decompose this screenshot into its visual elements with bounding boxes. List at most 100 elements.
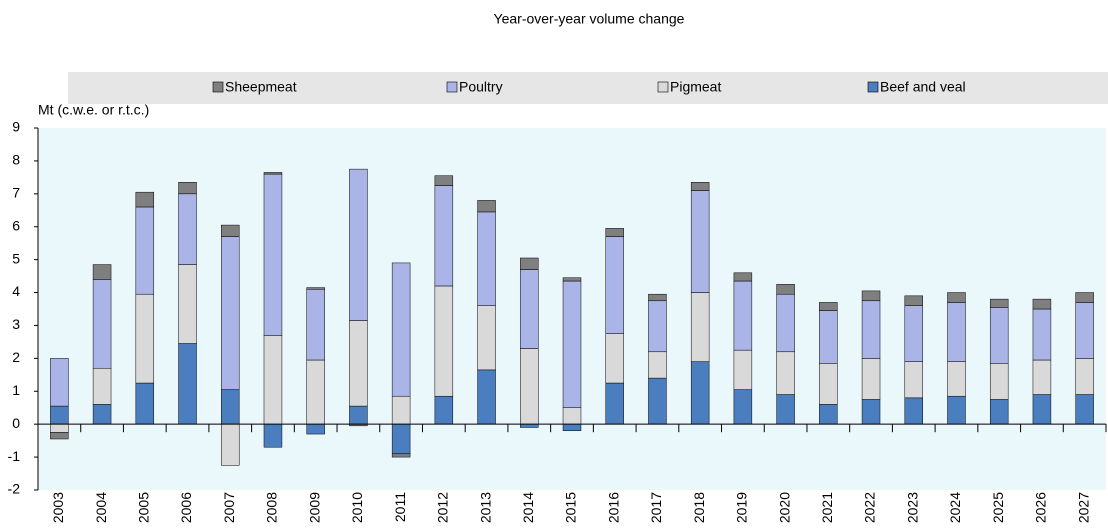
bar-segment — [349, 405, 368, 425]
legend-label: Poultry — [459, 79, 503, 95]
bar-segment — [477, 305, 496, 371]
x-tick-label: 2011 — [392, 492, 408, 522]
bar-segment — [1032, 359, 1052, 395]
bar-segment — [1075, 394, 1094, 425]
bar-segment — [947, 361, 966, 397]
x-tick-label: 2027 — [1075, 492, 1091, 523]
bar-segment — [648, 300, 667, 353]
bar-segment — [520, 348, 539, 425]
x-tick-label: 2021 — [819, 492, 835, 523]
bar-segment — [434, 395, 454, 425]
legend-swatch — [657, 81, 669, 93]
legend-swatch — [212, 81, 224, 93]
y-tick-label: -1 — [8, 448, 21, 464]
bar-segment — [434, 185, 454, 287]
bar-segment — [733, 272, 753, 282]
bar-segment — [263, 335, 283, 425]
bar-segment — [477, 211, 496, 306]
bar-segment — [947, 302, 966, 362]
legend-swatch — [867, 81, 879, 93]
bar-segment — [648, 351, 667, 379]
bar-segment — [391, 395, 411, 425]
bar-segment — [819, 310, 838, 364]
bar-segment — [690, 182, 710, 191]
x-tick-label: 2004 — [93, 492, 109, 523]
bar-segment — [733, 280, 753, 351]
bar-segment — [776, 394, 795, 425]
x-tick-label: 2025 — [990, 492, 1006, 523]
bar-segment — [648, 377, 667, 425]
bar-segment — [178, 182, 197, 195]
y-tick-label: 4 — [12, 283, 20, 299]
bar-segment — [690, 292, 710, 362]
bar-segment — [904, 295, 923, 306]
bar-segment — [776, 293, 795, 353]
x-tick-label: 2005 — [136, 492, 152, 523]
bar-segment — [520, 269, 539, 349]
y-tick-label: 1 — [12, 382, 20, 398]
bar-segment — [263, 173, 283, 336]
bar-segment — [50, 432, 69, 440]
bar-segment — [861, 300, 881, 359]
bar-segment — [904, 305, 923, 362]
bar-segment — [50, 405, 69, 425]
x-tick-label: 2003 — [50, 492, 66, 523]
legend-label: Sheepmeat — [225, 79, 297, 95]
bar-segment — [178, 264, 197, 344]
bar-segment — [135, 382, 155, 425]
x-tick-label: 2022 — [862, 492, 878, 523]
x-tick-label: 2006 — [178, 492, 194, 523]
x-tick-label: 2014 — [520, 492, 536, 523]
bar-segment — [733, 349, 753, 390]
bar-segment — [648, 293, 667, 302]
y-tick-label: 5 — [12, 250, 20, 266]
x-tick-label: 2020 — [776, 492, 792, 523]
bar-segment — [50, 423, 69, 433]
bar-segment — [776, 284, 795, 295]
y-tick-label: 8 — [12, 152, 20, 168]
bar-segment — [135, 293, 155, 384]
bar-segment — [989, 298, 1009, 308]
bar-segment — [92, 264, 112, 280]
bar-segment — [1075, 302, 1094, 359]
x-tick-label: 2018 — [691, 492, 707, 523]
legend-label: Beef and veal — [880, 79, 966, 95]
bar-segment — [690, 190, 710, 293]
bar-segment — [391, 423, 411, 455]
y-tick-label: -2 — [8, 481, 21, 497]
bar-segment — [947, 395, 966, 425]
bar-segment — [391, 262, 411, 397]
y-tick-label: 2 — [12, 349, 20, 365]
bar-segment — [92, 279, 112, 369]
bar-segment — [904, 397, 923, 425]
y-tick-label: 6 — [12, 217, 20, 233]
bar-segment — [690, 361, 710, 425]
bar-segment — [605, 228, 624, 237]
bar-segment — [434, 175, 454, 186]
bar-segment — [947, 292, 966, 303]
x-tick-label: 2010 — [349, 492, 365, 523]
x-tick-label: 2009 — [306, 492, 322, 523]
bar-segment — [306, 289, 325, 361]
legend-label: Pigmeat — [670, 79, 721, 95]
bar-segment — [477, 369, 496, 425]
bar-segment — [221, 389, 240, 425]
bar-segment — [605, 236, 624, 334]
bar-segment — [989, 399, 1009, 425]
bar-segment — [861, 358, 881, 400]
bar-segment — [733, 389, 753, 425]
x-tick-label: 2012 — [435, 492, 451, 523]
bar-segment — [391, 453, 411, 458]
x-tick-label: 2026 — [1033, 492, 1049, 523]
bar-segment — [861, 399, 881, 425]
bar-segment — [1075, 358, 1094, 395]
x-tick-label: 2016 — [605, 492, 621, 523]
bar-segment — [562, 423, 582, 432]
bar-segment — [263, 423, 283, 448]
bar-segment — [819, 302, 838, 311]
bar-segment — [178, 343, 197, 425]
bar-segment — [349, 320, 368, 407]
bar-segment — [306, 287, 325, 290]
bar-segment — [135, 191, 155, 208]
chart-title: Year-over-year volume change — [494, 11, 685, 27]
